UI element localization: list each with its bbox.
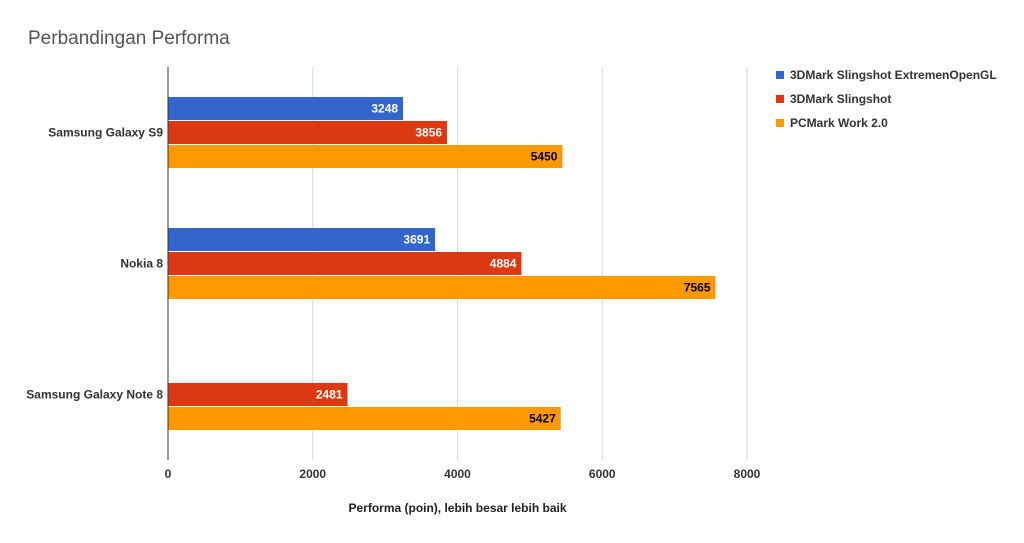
legend-swatch xyxy=(776,71,784,79)
bar xyxy=(168,121,448,144)
legend-label: 3DMark Slingshot ExtremenOpenGL xyxy=(790,68,997,82)
x-tick-labels: 0 2000 4000 6000 8000 xyxy=(165,467,761,481)
data-label: 5427 xyxy=(529,412,556,426)
legend: 3DMark Slingshot ExtremenOpenGL 3DMark Sl… xyxy=(776,68,997,130)
data-label: 7565 xyxy=(684,281,711,295)
bar xyxy=(168,407,561,430)
x-tick-label: 2000 xyxy=(299,467,326,481)
bar xyxy=(168,383,348,406)
bar xyxy=(168,97,404,120)
category-labels: Samsung Galaxy S9 Nokia 8 Samsung Galaxy N… xyxy=(26,126,163,402)
data-label: 3856 xyxy=(415,126,442,140)
legend-label: PCMark Work 2.0 xyxy=(790,116,888,130)
x-tick-label: 0 xyxy=(165,467,172,481)
data-label: 4884 xyxy=(490,257,517,271)
x-tick-label: 4000 xyxy=(444,467,471,481)
legend-swatch xyxy=(776,119,784,127)
x-axis-title: Performa (poin), lebih besar lebih baik xyxy=(348,501,566,515)
x-tick-label: 6000 xyxy=(589,467,616,481)
data-label: 5450 xyxy=(531,150,558,164)
chart-title: Perbandingan Performa xyxy=(28,28,230,49)
bar xyxy=(168,276,716,299)
bar xyxy=(168,145,563,168)
category-label: Nokia 8 xyxy=(120,257,163,271)
category-label: Samsung Galaxy S9 xyxy=(48,126,163,140)
bar xyxy=(168,228,436,251)
bars: 3248 3856 5450 3691 4884 7565 2481 5427 xyxy=(168,97,716,430)
legend-swatch xyxy=(776,95,784,103)
data-label: 2481 xyxy=(316,388,343,402)
x-tick-label: 8000 xyxy=(734,467,761,481)
data-label: 3248 xyxy=(371,102,398,116)
legend-label: 3DMark Slingshot xyxy=(790,92,891,106)
category-label: Samsung Galaxy Note 8 xyxy=(26,388,163,402)
data-label: 3691 xyxy=(403,233,430,247)
bar xyxy=(168,252,522,275)
